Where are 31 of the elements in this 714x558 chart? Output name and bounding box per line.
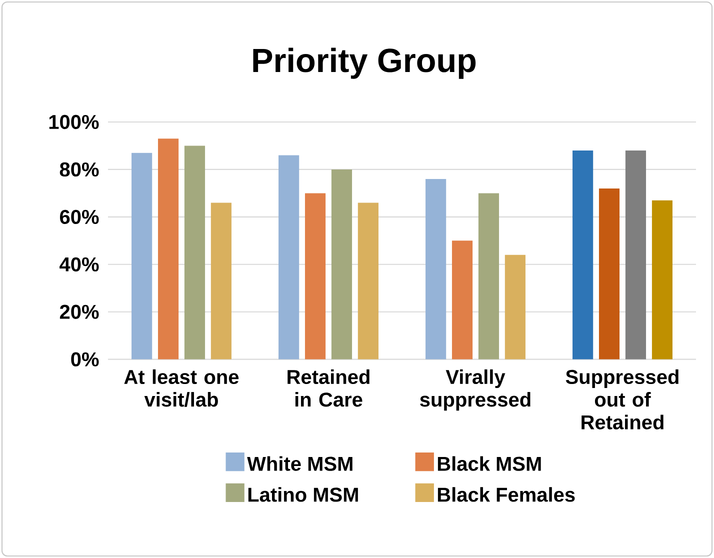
bar	[278, 155, 300, 360]
chart-title: Priority Group	[253, 48, 476, 79]
y-tick-label: 20%	[60, 304, 99, 319]
bar	[158, 138, 179, 360]
y-tick-label: 40%	[60, 257, 99, 272]
bar	[504, 254, 526, 360]
x-tick-label: Virally suppressed	[420, 369, 530, 411]
bar	[426, 178, 446, 360]
bar	[358, 202, 378, 360]
bar	[331, 169, 352, 360]
bar	[304, 193, 326, 360]
bar	[478, 193, 500, 360]
legend-label: Black Females	[438, 487, 575, 502]
y-tick-label: 80%	[60, 162, 99, 177]
x-tick-label: Retained in Care	[288, 369, 370, 407]
bar	[132, 152, 152, 360]
bar	[572, 150, 594, 360]
legend-label: Black MSM	[438, 456, 541, 471]
bar	[452, 240, 473, 360]
y-tick-label: 0%	[71, 352, 99, 366]
bar	[652, 200, 672, 360]
bar	[598, 188, 620, 360]
y-tick-label: 100%	[49, 114, 99, 130]
bar	[210, 202, 232, 360]
bar	[184, 146, 206, 360]
x-tick-label: Suppressed out of Retained	[566, 369, 678, 430]
x-tick-label: At least one visit/lab	[124, 369, 239, 407]
legend-label: Latino MSM	[248, 487, 358, 502]
bar	[625, 150, 646, 360]
y-tick-label: 60%	[60, 210, 99, 224]
legend-label: White MSM	[247, 456, 352, 471]
